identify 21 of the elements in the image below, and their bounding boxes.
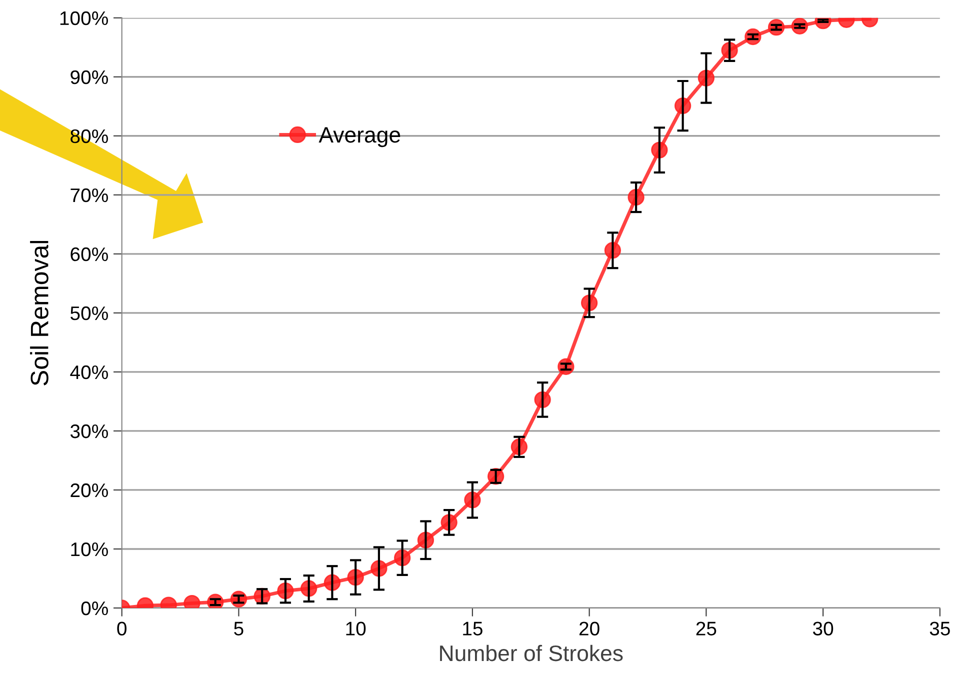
x-tick-label: 20: [579, 622, 600, 636]
x-tick-label: 0: [117, 622, 126, 636]
y-axis-title: Soil Removal: [30, 240, 48, 386]
y-tick-label: 10%: [71, 542, 108, 556]
x-axis-title: Number of Strokes: [440, 644, 623, 662]
x-tick-label: 30: [812, 622, 834, 636]
x-tick-label: 5: [234, 622, 244, 636]
y-tick-label: 90%: [70, 70, 108, 84]
y-tick-label: 50%: [70, 306, 108, 320]
y-tick-label: 70%: [70, 188, 108, 202]
y-tick-label: 30%: [70, 424, 108, 438]
y-tick-label: 100%: [60, 11, 108, 26]
x-tick-label: 15: [463, 622, 482, 636]
y-tick-label: 60%: [70, 247, 108, 262]
y-tick-label: 0%: [81, 601, 108, 616]
x-tick-label: 25: [696, 622, 716, 636]
x-tick-label: 35: [930, 622, 950, 636]
x-tick-label: 10: [346, 622, 366, 636]
y-tick-label: 40%: [70, 365, 108, 380]
legend-label: Average: [318, 127, 400, 148]
y-tick-label: 20%: [70, 483, 108, 498]
